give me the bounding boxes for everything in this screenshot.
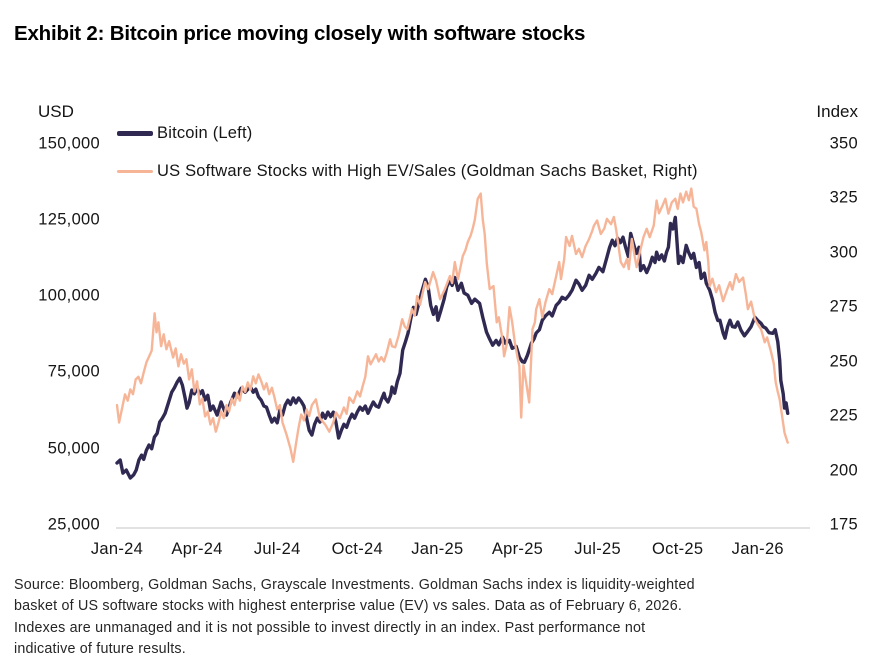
software-line-swatch [117, 170, 153, 173]
y-axis-tick-right: 225 [829, 406, 858, 425]
y-axis-tick-right: 350 [829, 134, 858, 152]
x-axis-tick: Oct-24 [331, 540, 383, 558]
legend-item-bitcoin: Bitcoin (Left) [117, 123, 698, 144]
legend-item-software: US Software Stocks with High EV/Sales (G… [117, 161, 698, 182]
x-axis-tick: Jan-26 [731, 540, 784, 558]
software-index-line [115, 187, 789, 463]
x-axis-tick: Jul-25 [574, 540, 621, 558]
chart-legend: Bitcoin (Left) US Software Stocks with H… [117, 123, 698, 199]
y-axis-tick-left: 150,000 [38, 134, 100, 152]
y-axis-tick-left: 25,000 [47, 515, 100, 534]
y-axis-tick-right: 250 [829, 352, 858, 370]
source-line: basket of US software stocks with highes… [14, 598, 683, 615]
y-axis-tick-right: 300 [829, 243, 858, 261]
y-axis-tick-left: 100,000 [38, 286, 100, 305]
y-axis-tick-right: 275 [829, 297, 858, 316]
y-axis-tick-left: 75,000 [47, 362, 100, 381]
y-axis-tick-right: 200 [829, 461, 858, 479]
y-axis-tick-right: 175 [829, 515, 858, 534]
y-axis-tick-left: 125,000 [38, 210, 100, 229]
page-title: Exhibit 2: Bitcoin price moving closely … [14, 21, 586, 45]
y-axis-tick-right: 325 [829, 188, 858, 207]
x-axis-tick: Jul-24 [253, 540, 301, 558]
x-axis-tick: Oct-25 [652, 540, 704, 558]
legend-label-software: US Software Stocks with High EV/Sales (G… [157, 162, 698, 180]
x-axis-tick: Apr-25 [491, 540, 544, 558]
y-axis-tick-left: 50,000 [47, 439, 100, 458]
source-line: Indexes are unmanaged and it is not poss… [14, 619, 646, 636]
bitcoin-price-line [115, 215, 790, 480]
x-axis-tick: Jan-25 [411, 540, 464, 558]
legend-label-bitcoin: Bitcoin (Left) [157, 124, 253, 142]
source-note: Source: Bloomberg, Goldman Sachs, Graysc… [14, 575, 695, 660]
x-axis-tick: Apr-24 [171, 540, 223, 558]
bitcoin-line-swatch [117, 131, 153, 136]
x-axis-tick: Jan-24 [90, 540, 144, 558]
left-axis-title: USD [38, 102, 74, 121]
source-line: Source: Bloomberg, Goldman Sachs, Graysc… [14, 577, 695, 593]
right-axis-title: Index [816, 102, 858, 121]
source-line: indicative of future results. [14, 640, 186, 657]
